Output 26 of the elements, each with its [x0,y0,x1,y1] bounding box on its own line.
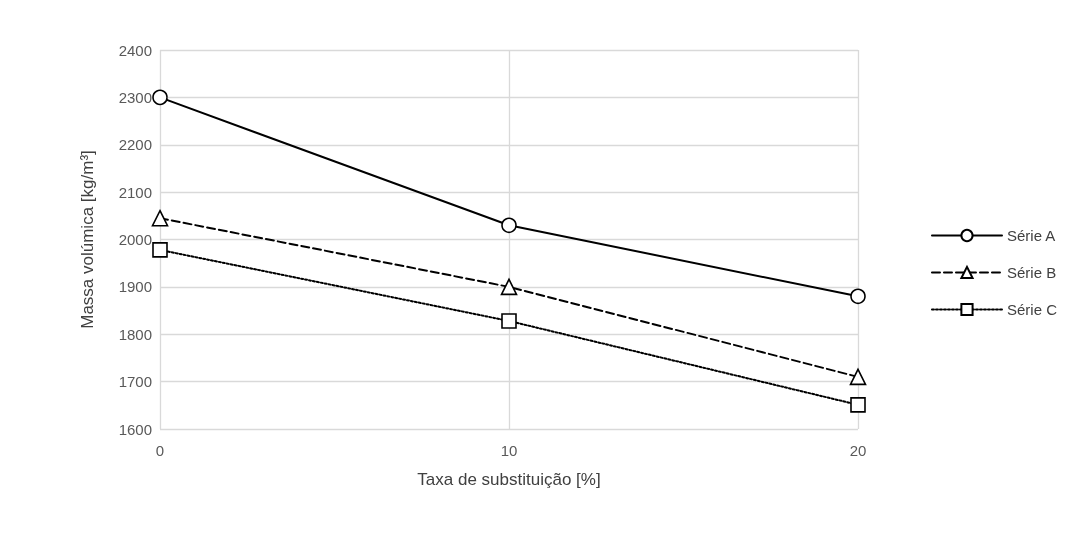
point [500,278,518,296]
y-tick-label: 1700 [118,373,152,391]
y-tick-label: 2300 [118,88,152,106]
point [152,89,168,106]
y-tick-label: 2100 [118,183,152,201]
point [850,397,866,413]
y-tick-label: 2400 [118,41,152,59]
y-axis-title: Massa volúmica [kg/m³] [78,150,97,329]
legend-label: Série A [1006,227,1056,244]
point [850,288,866,305]
point [151,209,169,227]
legend-label: Série B [1006,264,1057,281]
x-tick-label: 10 [500,442,518,459]
y-tick-label: 1900 [118,278,152,296]
y-tick-label: 1800 [118,325,152,343]
legend-label: Série C [1006,301,1058,318]
point [849,368,867,386]
y-tick-label: 2200 [118,136,152,154]
point [152,242,168,258]
point [501,313,517,329]
x-axis-title: Taxa de substituição [%] [417,470,601,489]
x-tick-label: 0 [155,442,165,459]
point [501,217,517,234]
y-tick-label: 1600 [118,420,152,438]
y-tick-label: 2000 [118,231,152,248]
x-tick-label: 20 [849,442,867,459]
